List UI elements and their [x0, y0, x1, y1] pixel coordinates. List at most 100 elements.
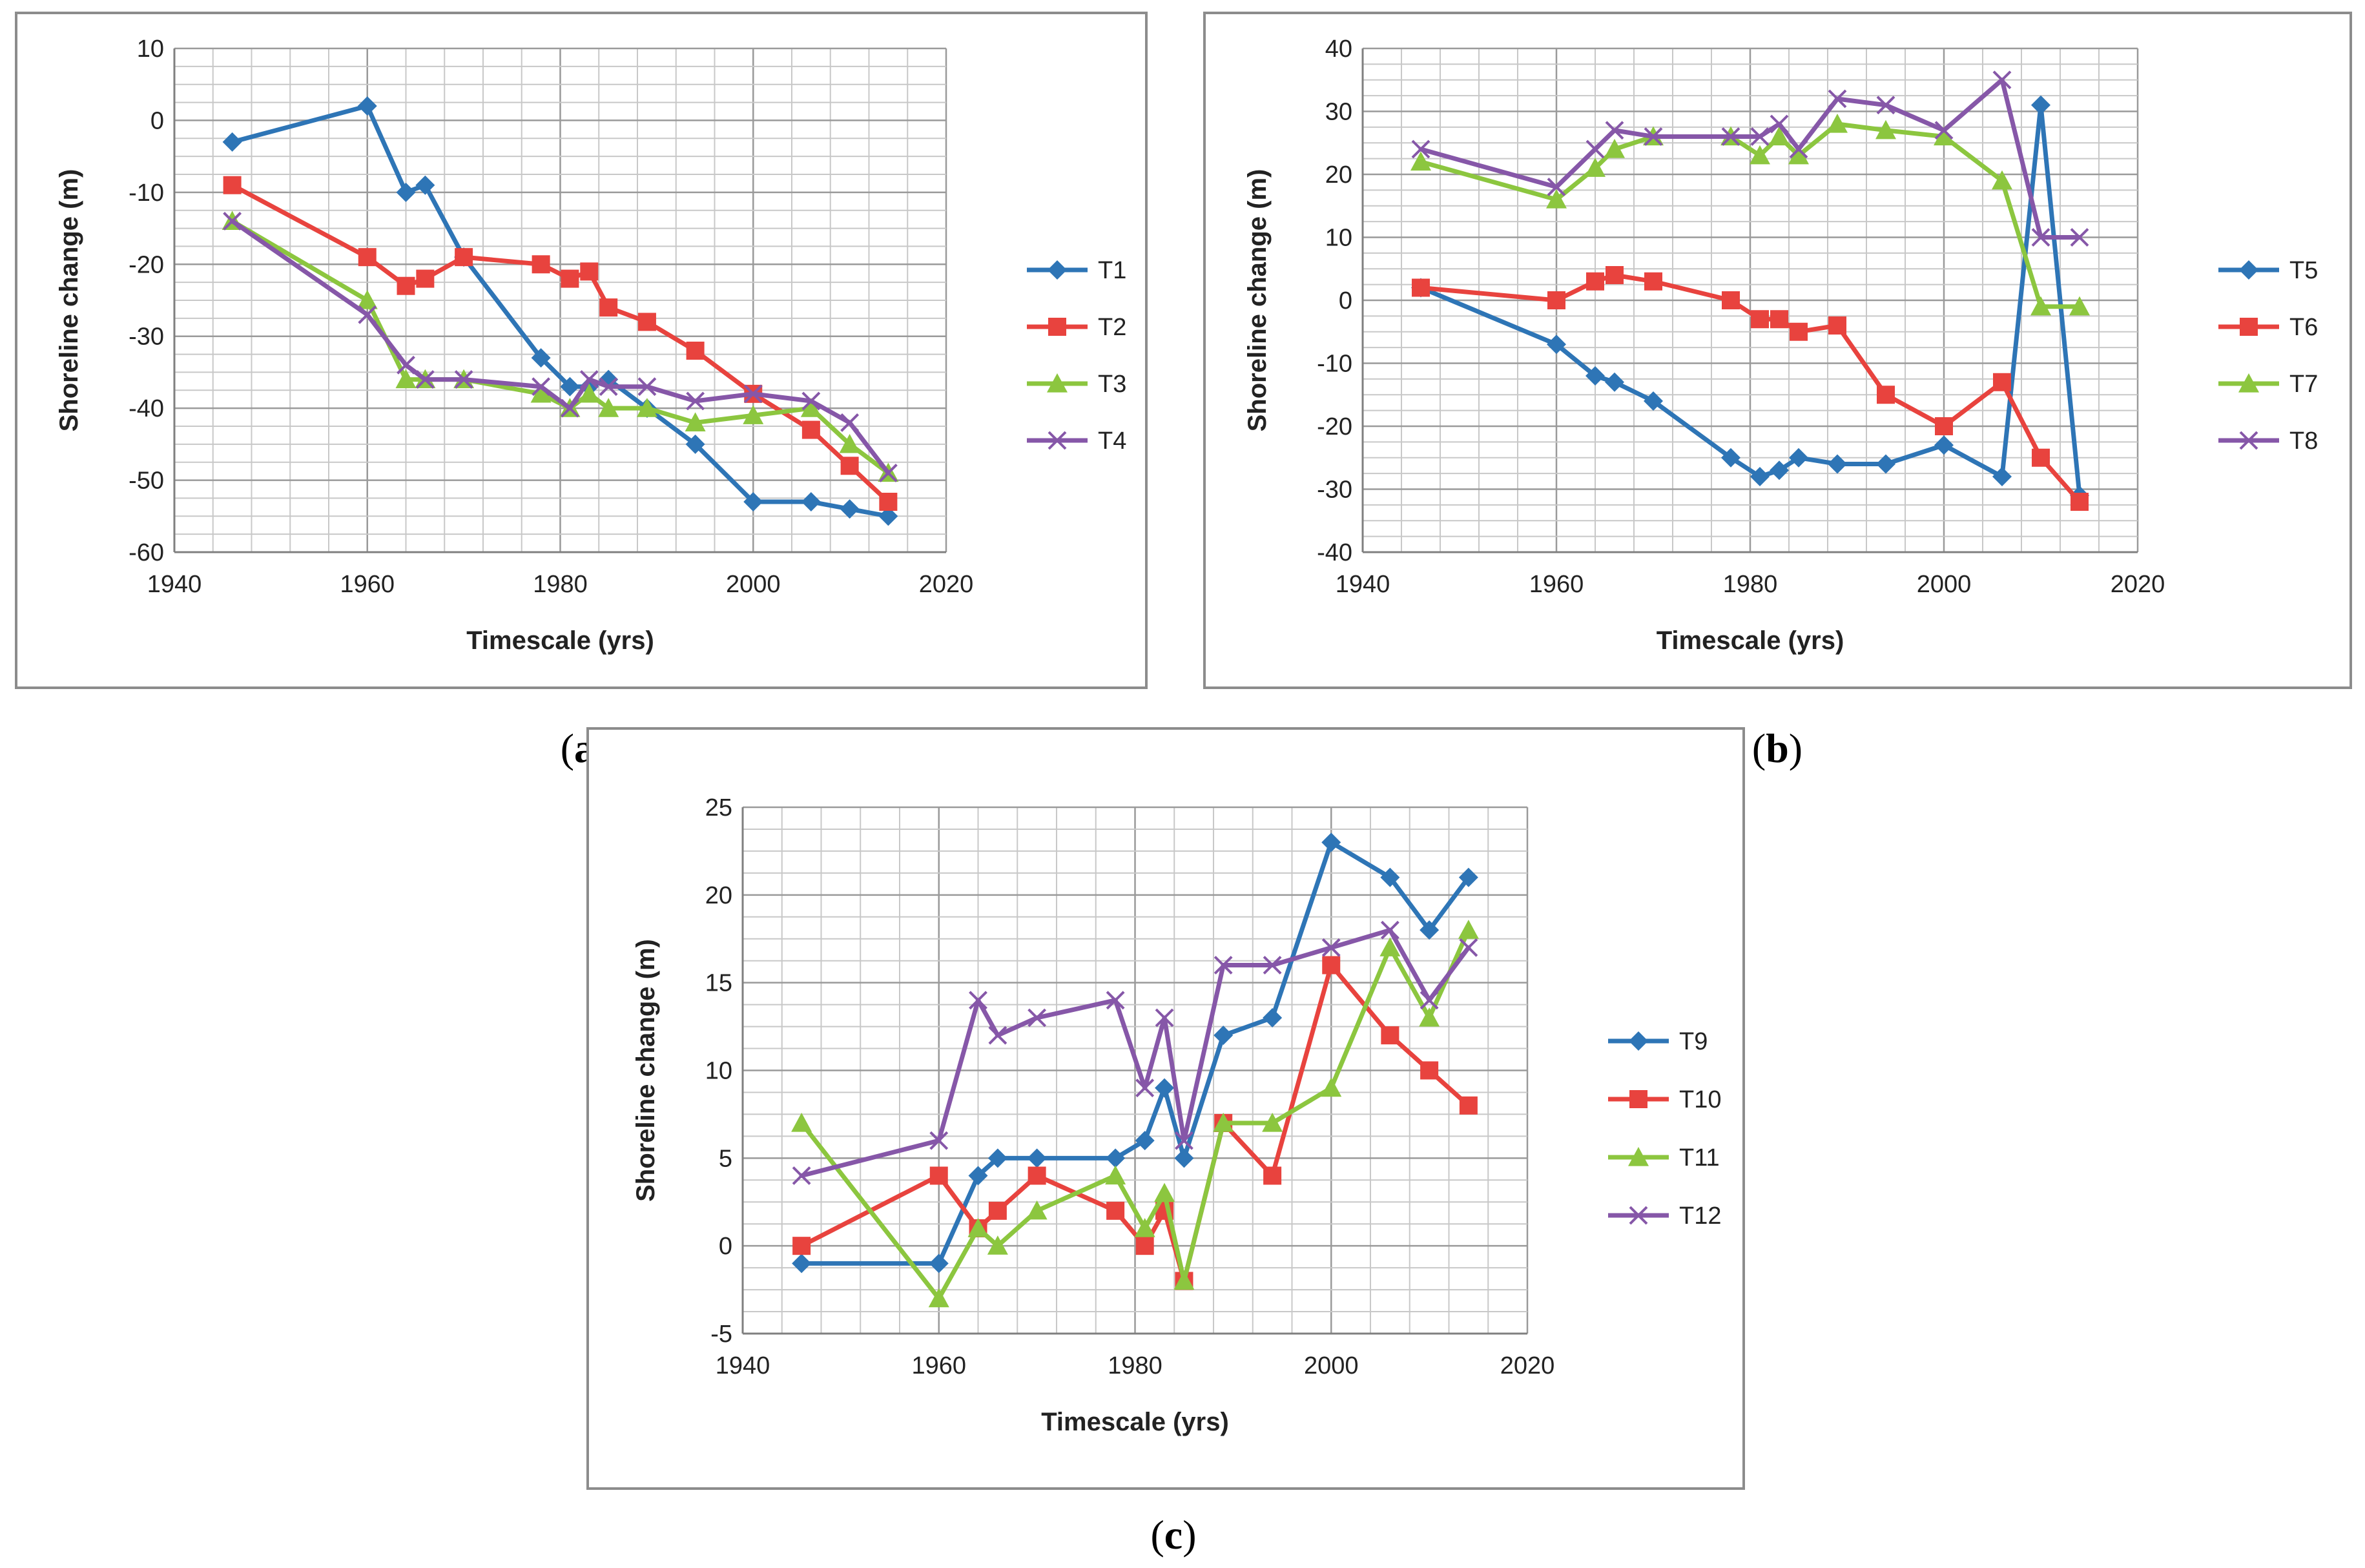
data-point-t1: [840, 499, 860, 519]
legend-item-t12: T12: [1608, 1202, 1721, 1230]
y-axis-title: Shoreline change (m): [55, 169, 83, 432]
data-point-t2: [455, 248, 473, 267]
legend-item-t9: T9: [1608, 1028, 1708, 1055]
data-point-t5: [1750, 467, 1770, 486]
x-tick-label: 1940: [147, 571, 202, 598]
data-point-t4: [579, 370, 599, 389]
data-point-t4: [358, 305, 377, 324]
data-point-t3: [800, 398, 821, 417]
legend-label: T4: [1098, 428, 1126, 455]
data-point-t4: [878, 464, 898, 482]
data-point-t10: [1106, 1201, 1125, 1220]
data-point-t2: [599, 298, 618, 317]
data-point-t12: [1459, 938, 1478, 957]
chart-legend: T1 T2 T3 T4: [1027, 257, 1126, 455]
data-point-t11: [928, 1288, 949, 1308]
legend-item-t7: T7: [2218, 371, 2318, 398]
y-tick-label: 15: [705, 970, 732, 997]
y-tick-label: -30: [129, 324, 164, 351]
data-point-t4: [686, 391, 705, 411]
data-point-t9: [1458, 867, 1478, 887]
data-point-t7: [2030, 296, 2051, 316]
legend-item-t8: T8: [2218, 428, 2318, 455]
data-point-t11: [1213, 1113, 1234, 1132]
data-point-t7: [1875, 119, 1896, 139]
data-point-t1: [357, 96, 377, 116]
series-t5: [1411, 95, 2089, 506]
series-t4: [223, 212, 898, 482]
data-point-t9: [929, 1253, 949, 1274]
data-point-t8: [1876, 96, 1895, 115]
legend-label: T10: [1679, 1086, 1721, 1113]
legend-marker: [2238, 373, 2259, 393]
chart-grid: [173, 47, 947, 553]
data-point-t8: [1605, 121, 1624, 140]
data-point-t4: [801, 391, 821, 411]
data-point-t9: [968, 1166, 988, 1186]
data-point-t6: [1993, 373, 2011, 391]
series-t8: [1411, 70, 2089, 247]
data-point-t5: [1547, 335, 1566, 355]
data-point-t9: [1135, 1131, 1155, 1151]
data-point-t12: [969, 991, 987, 1010]
data-point-t7: [1750, 145, 1770, 165]
data-point-t11: [1262, 1113, 1283, 1132]
data-point-t9: [792, 1253, 812, 1274]
y-tick-label: 0: [150, 107, 164, 134]
legend-label: T3: [1098, 371, 1126, 398]
data-point-t7: [1410, 151, 1431, 171]
data-point-t12: [1213, 956, 1233, 975]
data-point-t1: [222, 132, 242, 152]
y-tick-label: 30: [1325, 99, 1352, 126]
data-point-t2: [397, 276, 415, 295]
data-point-t4: [415, 370, 435, 389]
data-point-t11: [1458, 920, 1479, 939]
data-point-t12: [929, 1131, 949, 1150]
data-point-t5: [1828, 454, 1847, 474]
data-point-t5: [1585, 366, 1605, 386]
data-point-t10: [1028, 1166, 1046, 1185]
chart-panel-c: -5 0 5 10 15 20 25 1940 1960 1980 2000 2020 Timescal…: [586, 727, 1745, 1490]
series-t6: [1412, 266, 2089, 511]
data-point-t7: [1546, 189, 1567, 209]
y-tick-label: 5: [719, 1145, 732, 1172]
x-tick-label: 2020: [919, 571, 974, 598]
data-point-t11: [1105, 1165, 1126, 1185]
data-point-t6: [1935, 417, 1953, 435]
panel-caption-b: (b): [1752, 725, 1802, 771]
series-t11: [791, 920, 1479, 1308]
data-point-t1: [415, 175, 435, 195]
legend-label: T11: [1679, 1144, 1720, 1171]
data-point-t8: [1411, 139, 1430, 159]
data-point-t6: [2071, 493, 2089, 511]
legend-marker: [1628, 1147, 1649, 1166]
data-point-t10: [1459, 1096, 1478, 1115]
chart-grid: [741, 806, 1529, 1335]
data-point-t8: [1828, 89, 1847, 108]
y-axis-title: Shoreline change (m): [632, 939, 660, 1202]
data-point-t7: [1788, 145, 1809, 165]
legend-marker: [2240, 318, 2258, 336]
y-tick-label: -40: [129, 395, 164, 422]
y-tick-label: -30: [1317, 477, 1352, 504]
data-point-t11: [1321, 1077, 1342, 1097]
data-point-t1: [878, 506, 898, 526]
data-point-t12: [1263, 956, 1282, 975]
data-point-t11: [1154, 1182, 1175, 1202]
legend-marker: [2239, 260, 2258, 280]
data-point-t7: [1769, 126, 1790, 146]
data-point-t2: [532, 255, 550, 274]
data-point-t11: [1379, 937, 1401, 956]
data-point-t9: [1106, 1148, 1126, 1168]
x-tick-label: 1960: [340, 571, 395, 598]
data-point-t11: [1419, 1007, 1440, 1027]
data-point-t5: [1876, 454, 1895, 474]
y-tick-label: 20: [1325, 161, 1352, 189]
x-tick-label: 1980: [533, 571, 588, 598]
data-point-t4: [599, 377, 618, 397]
data-point-t2: [223, 176, 242, 194]
y-tick-label: -5: [710, 1321, 732, 1348]
chart-panel-b: -40 -30 -20 -10 0 10 20 30 40 1940 1960 1980 2000 202…: [1203, 12, 2352, 689]
data-point-t9: [1420, 920, 1440, 940]
data-point-t3: [685, 412, 706, 432]
